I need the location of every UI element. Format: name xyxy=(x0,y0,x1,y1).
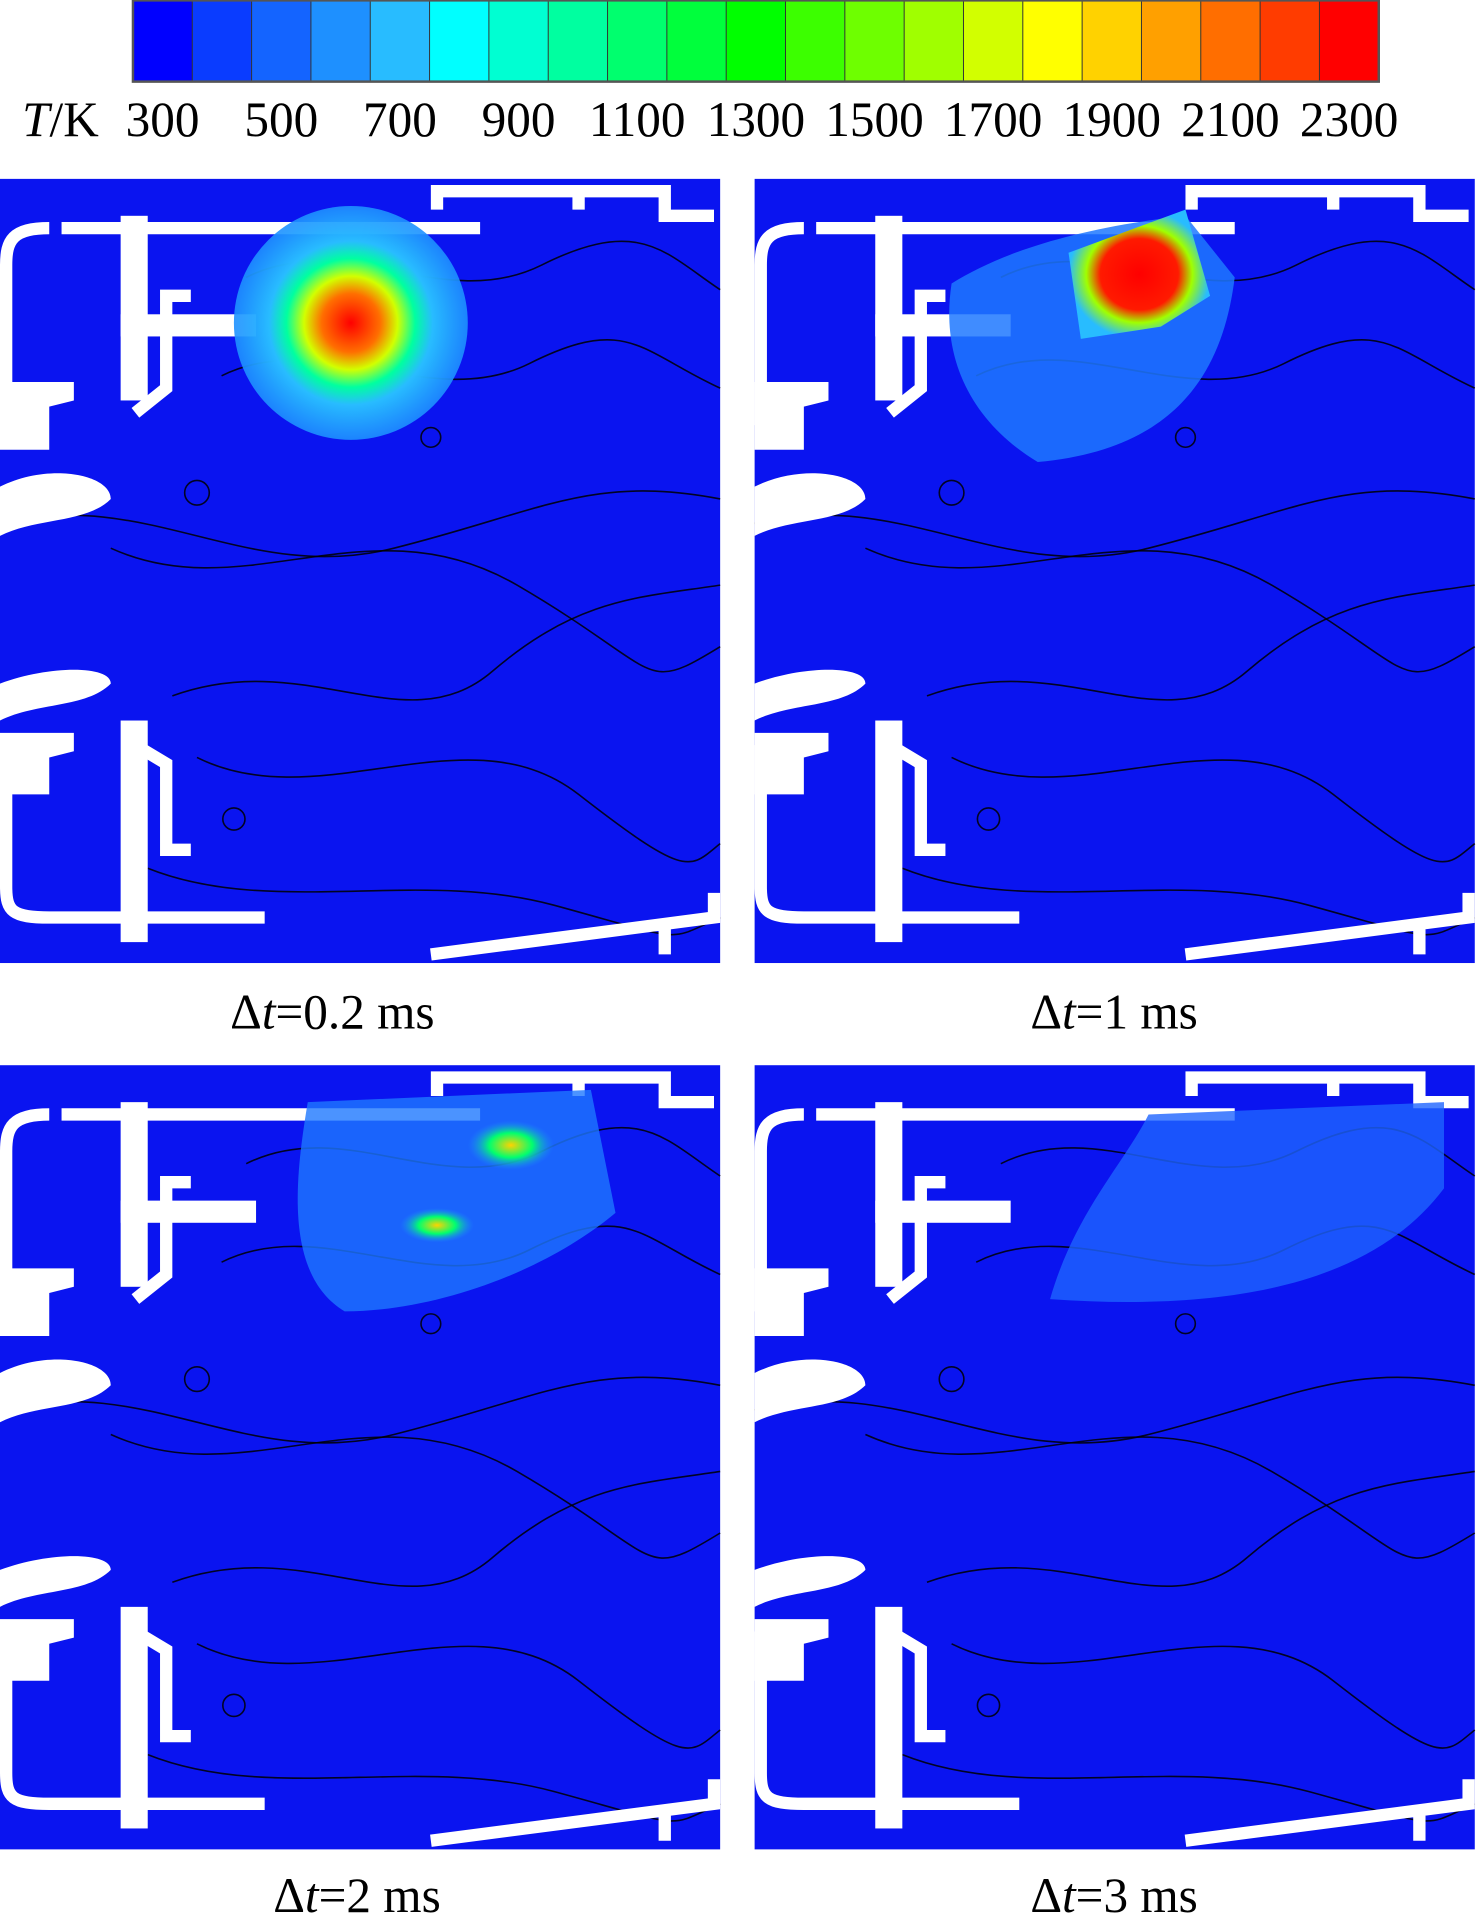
colorbar-step xyxy=(251,0,313,83)
panel xyxy=(755,179,1475,963)
colorbar-step xyxy=(1318,0,1380,83)
caption-delta: Δ xyxy=(1030,1868,1062,1923)
caption-rest: =2 ms xyxy=(319,1868,441,1923)
colorbar-step xyxy=(1140,0,1202,83)
colorbar-step xyxy=(962,0,1024,83)
colorbar-step xyxy=(666,0,728,83)
colorbar-step xyxy=(488,0,550,83)
panel xyxy=(0,1065,720,1849)
caption-delta: Δ xyxy=(273,1868,305,1923)
colorbar-tick-label: 1300 xyxy=(707,92,805,147)
panel-caption: Δt=1 ms xyxy=(1030,984,1198,1039)
colorbar-step xyxy=(132,0,194,83)
colorbar-step xyxy=(369,0,431,83)
panel-caption: Δt=2 ms xyxy=(273,1868,441,1923)
panel-caption: Δt=3 ms xyxy=(1030,1868,1198,1923)
colorbar-step xyxy=(1259,0,1321,83)
caption-delta: Δ xyxy=(230,984,262,1039)
caption-delta: Δ xyxy=(1030,984,1062,1039)
panel xyxy=(0,179,720,963)
colorbar-step xyxy=(785,0,846,83)
panel-caption: Δt=0.2 ms xyxy=(230,984,434,1039)
colorbar-step xyxy=(725,0,787,83)
colorbar-tick-label: 1700 xyxy=(944,92,1042,147)
colorbar-step xyxy=(191,0,253,83)
colorbar-step xyxy=(310,0,372,83)
colorbar-tick-label: 700 xyxy=(363,92,437,147)
caption-var: t xyxy=(262,984,277,1039)
caption-var: t xyxy=(305,1868,320,1923)
colorbar-tick-label: 2100 xyxy=(1181,92,1279,147)
panel xyxy=(755,1065,1475,1849)
caption-rest: =3 ms xyxy=(1076,1868,1198,1923)
colorbar-step xyxy=(607,0,668,83)
colorbar-step xyxy=(547,0,609,83)
colorbar-unit: /K xyxy=(50,92,100,147)
colorbar-tick-label: 1500 xyxy=(825,92,923,147)
colorbar-step xyxy=(1022,0,1084,83)
caption-rest: =0.2 ms xyxy=(276,984,435,1039)
caption-rest: =1 ms xyxy=(1076,984,1198,1039)
colorbar: 300 500 700 900 1100 1300 1500 1700 1900 2100 2300 xyxy=(126,0,1398,147)
colorbar-step xyxy=(1081,0,1143,83)
colorbar-step xyxy=(429,0,491,83)
colorbar-var: T xyxy=(22,92,53,147)
colorbar-tick-label: 1900 xyxy=(1063,92,1161,147)
colorbar-tick-label: 500 xyxy=(244,92,318,147)
colorbar-step xyxy=(903,0,965,83)
colorbar-frame xyxy=(131,0,1380,83)
colorbar-tick-label: 1100 xyxy=(589,92,686,147)
caption-var: t xyxy=(1062,984,1077,1039)
colorbar-tick-label: 900 xyxy=(482,92,556,147)
colorbar-tick-label: 2300 xyxy=(1300,92,1398,147)
colorbar-tick-label: 300 xyxy=(126,92,200,147)
colorbar-label: T/K xyxy=(22,92,99,147)
colorbar-step xyxy=(1200,0,1262,83)
caption-var: t xyxy=(1062,1868,1077,1923)
colorbar-step xyxy=(844,0,906,83)
